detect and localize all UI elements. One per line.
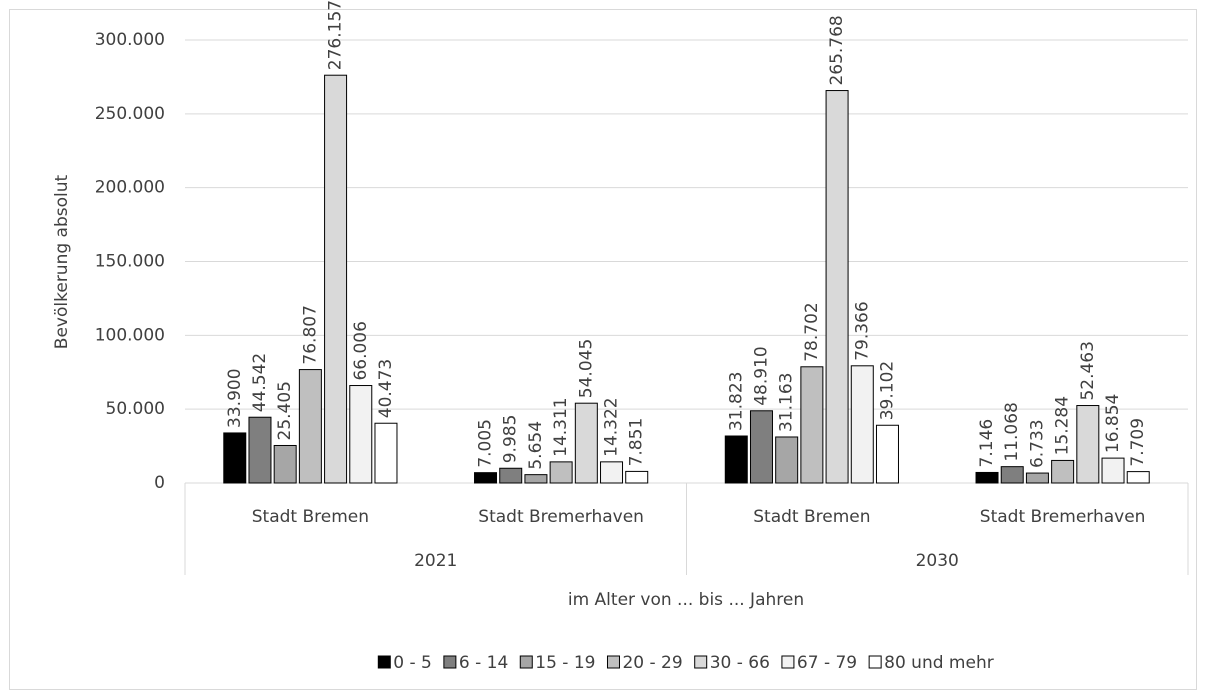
legend-label: 80 und mehr — [884, 653, 994, 673]
group-label: 2021 — [414, 551, 457, 571]
bar — [875, 424, 899, 484]
legend-swatch — [781, 655, 795, 669]
legend-swatch — [443, 655, 457, 669]
data-label: 9.985 — [501, 415, 521, 464]
y-tick-label: 50.000 — [106, 399, 165, 419]
legend-label: 67 - 79 — [797, 653, 857, 673]
bar — [825, 90, 849, 484]
legend-label: 6 - 14 — [459, 653, 508, 673]
data-label: 39.102 — [877, 361, 897, 420]
legend-label: 20 - 29 — [622, 653, 682, 673]
legend-label: 30 - 66 — [710, 653, 770, 673]
data-label: 265.768 — [827, 15, 847, 85]
bar — [374, 422, 398, 484]
data-label: 14.322 — [602, 397, 622, 456]
data-label: 7.005 — [476, 419, 496, 468]
bar — [800, 366, 824, 484]
y-tick-label: 150.000 — [95, 252, 165, 272]
bar — [474, 472, 498, 484]
legend-swatch — [694, 655, 708, 669]
bar — [499, 467, 523, 484]
data-label: 78.702 — [802, 302, 822, 361]
data-label: 16.854 — [1103, 394, 1123, 453]
data-label: 7.851 — [627, 418, 647, 467]
bar — [749, 410, 773, 484]
bar — [324, 74, 348, 484]
data-label: 33.900 — [225, 368, 245, 427]
data-label: 66.006 — [351, 321, 371, 380]
bar — [775, 436, 799, 484]
bar — [1051, 459, 1075, 484]
data-label: 48.910 — [751, 346, 771, 405]
bar — [1076, 405, 1100, 484]
y-tick-label: 200.000 — [95, 178, 165, 198]
data-label: 31.823 — [726, 372, 746, 431]
data-label: 54.045 — [576, 339, 596, 398]
data-label: 7.709 — [1128, 418, 1148, 467]
data-label: 15.284 — [1053, 396, 1073, 455]
bar — [1101, 457, 1125, 484]
legend-label: 15 - 19 — [535, 653, 595, 673]
bar — [1000, 466, 1024, 484]
legend-swatch — [377, 655, 391, 669]
bar — [724, 435, 748, 484]
bar — [850, 365, 874, 484]
y-tick-label: 0 — [154, 473, 165, 493]
y-tick-label: 100.000 — [95, 325, 165, 345]
chart-border — [9, 9, 1197, 690]
x-tick-label: Stadt Bremen — [753, 507, 870, 527]
bar — [298, 369, 322, 484]
data-label: 25.405 — [275, 381, 295, 440]
legend-label: 0 - 5 — [393, 653, 432, 673]
bar — [1126, 471, 1150, 484]
x-axis-title: im Alter von ... bis ... Jahren — [568, 590, 804, 610]
group-label: 2030 — [916, 551, 959, 571]
legend-swatch — [519, 655, 533, 669]
bar — [223, 432, 247, 484]
x-tick-label: Stadt Bremen — [252, 507, 369, 527]
x-tick-label: Stadt Bremerhaven — [980, 507, 1146, 527]
bar — [600, 461, 624, 484]
legend-swatch — [606, 655, 620, 669]
data-label: 276.157 — [326, 0, 346, 70]
bar — [1025, 472, 1049, 484]
bar — [524, 474, 548, 484]
y-tick-label: 250.000 — [95, 104, 165, 124]
data-label: 79.366 — [852, 301, 872, 360]
data-label: 6.733 — [1027, 419, 1047, 468]
data-label: 7.146 — [977, 419, 997, 468]
legend-swatch — [868, 655, 882, 669]
data-label: 31.163 — [777, 372, 797, 431]
bar — [549, 461, 573, 484]
data-label: 14.311 — [551, 397, 571, 456]
data-label: 76.807 — [300, 305, 320, 364]
bar — [625, 470, 649, 484]
x-tick-label: Stadt Bremerhaven — [478, 507, 644, 527]
data-label: 52.463 — [1078, 341, 1098, 400]
bar — [273, 444, 297, 484]
y-tick-label: 300.000 — [95, 30, 165, 50]
bar — [975, 471, 999, 484]
bar — [574, 402, 598, 484]
bar — [349, 385, 373, 484]
data-label: 5.654 — [526, 421, 546, 470]
data-label: 11.068 — [1002, 402, 1022, 461]
y-axis-title: Bevölkerung absolut — [52, 174, 72, 349]
bar — [248, 416, 272, 484]
data-label: 40.473 — [376, 359, 396, 418]
data-label: 44.542 — [250, 353, 270, 412]
